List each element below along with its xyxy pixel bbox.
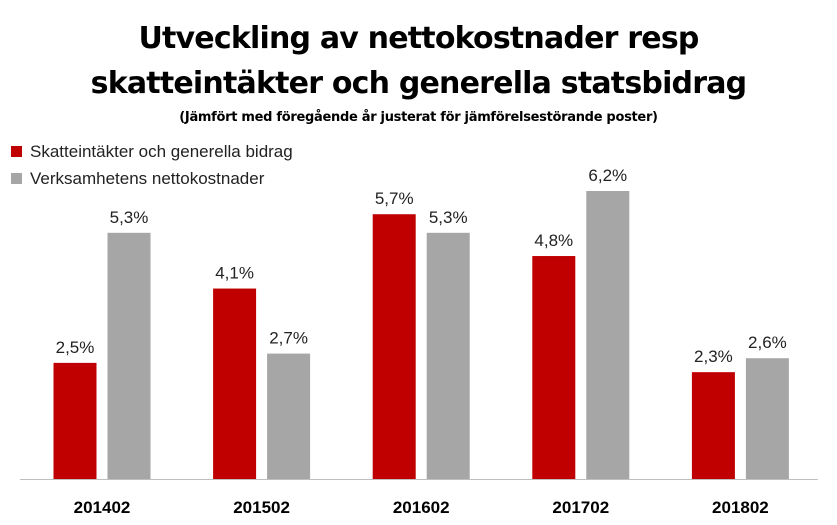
bar-costs-201602: [426, 232, 470, 479]
bar-taxes-201602: [372, 214, 416, 479]
legend-swatch-taxes: [11, 146, 22, 157]
data-label-taxes-201802: 2,3%: [694, 347, 733, 366]
bar-taxes-201802: [691, 372, 735, 479]
bar-costs-201502: [267, 353, 311, 479]
bar-taxes-201402: [53, 362, 97, 479]
bar-costs-201402: [107, 232, 151, 479]
x-tick-label-201802: 201802: [712, 498, 769, 517]
data-label-costs-201702: 6,2%: [588, 166, 627, 185]
data-label-taxes-201602: 5,7%: [375, 189, 414, 208]
x-tick-label-201702: 201702: [552, 498, 609, 517]
legend-label-costs: Verksamhetens nettokostnader: [30, 168, 265, 188]
x-tick-label-201402: 201402: [74, 498, 131, 517]
legend-swatch-costs: [11, 173, 22, 184]
bar-costs-201702: [586, 191, 630, 479]
bar-costs-201802: [745, 358, 789, 479]
data-label-costs-201802: 2,6%: [748, 333, 787, 352]
chart-title-line-2: skatteintäkter och generella statsbidrag: [90, 66, 747, 101]
x-tick-label-201602: 201602: [393, 498, 450, 517]
legend: Skatteintäkter och generella bidrag Verk…: [11, 138, 293, 192]
bar-taxes-201702: [532, 256, 576, 479]
legend-item-costs: Verksamhetens nettokostnader: [11, 165, 293, 192]
bar-taxes-201502: [213, 288, 257, 479]
data-label-taxes-201402: 2,5%: [56, 338, 95, 357]
chart-title-line-1: Utveckling av nettokostnader resp: [138, 21, 699, 56]
data-label-costs-201602: 5,3%: [429, 208, 468, 227]
data-label-taxes-201702: 4,8%: [534, 231, 573, 250]
data-label-costs-201402: 5,3%: [110, 208, 149, 227]
data-label-taxes-201502: 4,1%: [215, 264, 254, 283]
data-label-costs-201502: 2,7%: [269, 329, 308, 348]
legend-item-taxes: Skatteintäkter och generella bidrag: [11, 138, 293, 165]
chart-subtitle: (Jämfört med föregående år justerat för …: [179, 110, 658, 125]
legend-label-taxes: Skatteintäkter och generella bidrag: [30, 141, 293, 161]
x-tick-label-201502: 201502: [233, 498, 290, 517]
